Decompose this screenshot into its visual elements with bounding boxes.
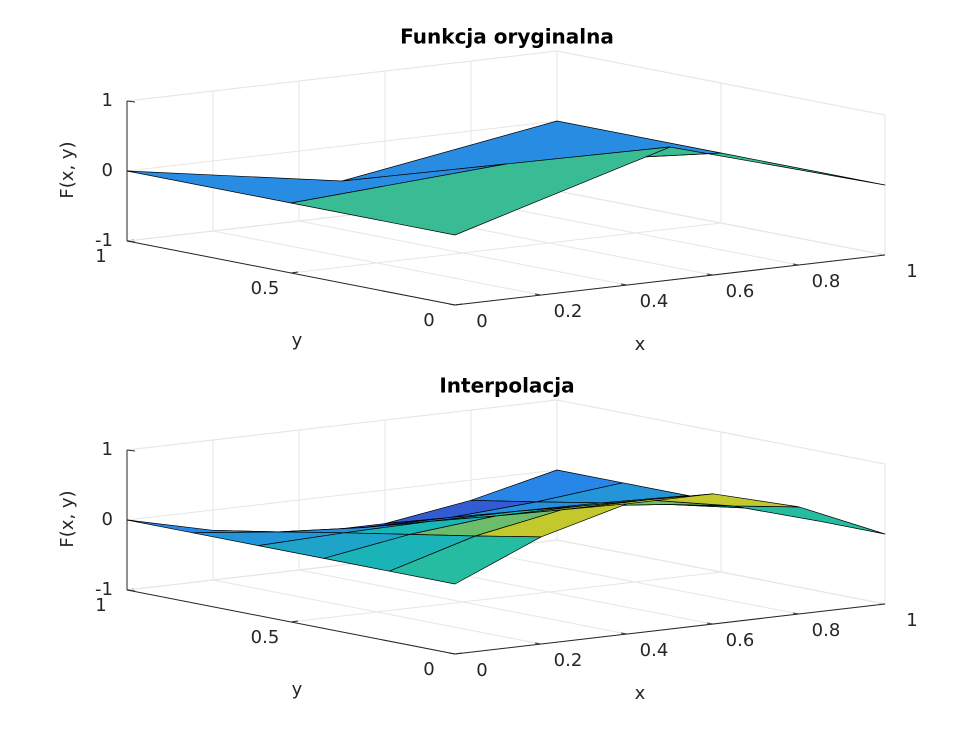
grid-line	[290, 571, 722, 623]
x-axis-label: x	[635, 334, 646, 355]
z-tick-label: 0	[102, 509, 113, 530]
x-tick-label: 0	[476, 311, 487, 332]
y-tick-label: 0	[423, 659, 434, 680]
y-axis	[126, 589, 456, 655]
axes: 0 0.2 0.4 0.6 0.8 100.51-101	[95, 399, 918, 681]
grid-line	[126, 469, 558, 521]
x-tick-label: 0	[476, 660, 487, 681]
y-tick-label: 1	[95, 246, 106, 267]
surface-face	[733, 505, 886, 535]
y-tick-label: 0.5	[251, 627, 280, 648]
x-axis	[454, 603, 886, 655]
grid-line	[126, 120, 558, 172]
y-tick-label: 0	[423, 310, 434, 331]
y-tick-label: 1	[95, 595, 106, 616]
x-tick-label: 1	[906, 261, 917, 282]
tick-mark	[126, 449, 136, 452]
z-axis-label: F(x, y)	[57, 490, 78, 547]
grid-line	[556, 50, 886, 116]
y-tick-label: 0.5	[251, 278, 280, 299]
chart-title: Interpolacja	[439, 374, 574, 398]
grid-line	[126, 399, 558, 451]
tick-mark	[126, 100, 136, 103]
x-tick-label: 0.8	[812, 271, 841, 292]
z-tick-label: -1	[95, 579, 113, 600]
grid-line	[126, 50, 558, 102]
z-tick-label: 1	[102, 439, 113, 460]
x-axis-label: x	[635, 683, 646, 704]
surface-face	[389, 535, 542, 585]
grid-line	[290, 222, 722, 274]
x-tick-label: 0.4	[640, 291, 669, 312]
surface-face	[290, 146, 671, 236]
grid-line	[556, 399, 886, 465]
grid-line	[556, 539, 886, 605]
x-tick-label: 0.8	[812, 620, 841, 641]
y-axis-label: y	[292, 679, 303, 700]
z-tick-label: 1	[102, 90, 113, 111]
chart-title: Funkcja oryginalna	[400, 25, 614, 49]
x-tick-label: 0.2	[554, 650, 583, 671]
z-axis-label: F(x, y)	[57, 141, 78, 198]
surface-face	[126, 519, 279, 534]
x-tick-label: 0.6	[726, 281, 755, 302]
grid-line	[556, 190, 886, 256]
x-tick-label: 0.2	[554, 301, 583, 322]
x-tick-label: 0.6	[726, 630, 755, 651]
x-axis	[454, 254, 886, 306]
y-axis-label: y	[292, 330, 303, 351]
y-axis	[126, 240, 456, 306]
z-tick-label: 0	[102, 160, 113, 181]
z-tick-label: -1	[95, 230, 113, 251]
x-tick-label: 1	[906, 610, 917, 631]
axes: 0 0.2 0.4 0.6 0.8 100.51-101	[95, 50, 918, 332]
x-tick-label: 0.4	[640, 640, 669, 661]
